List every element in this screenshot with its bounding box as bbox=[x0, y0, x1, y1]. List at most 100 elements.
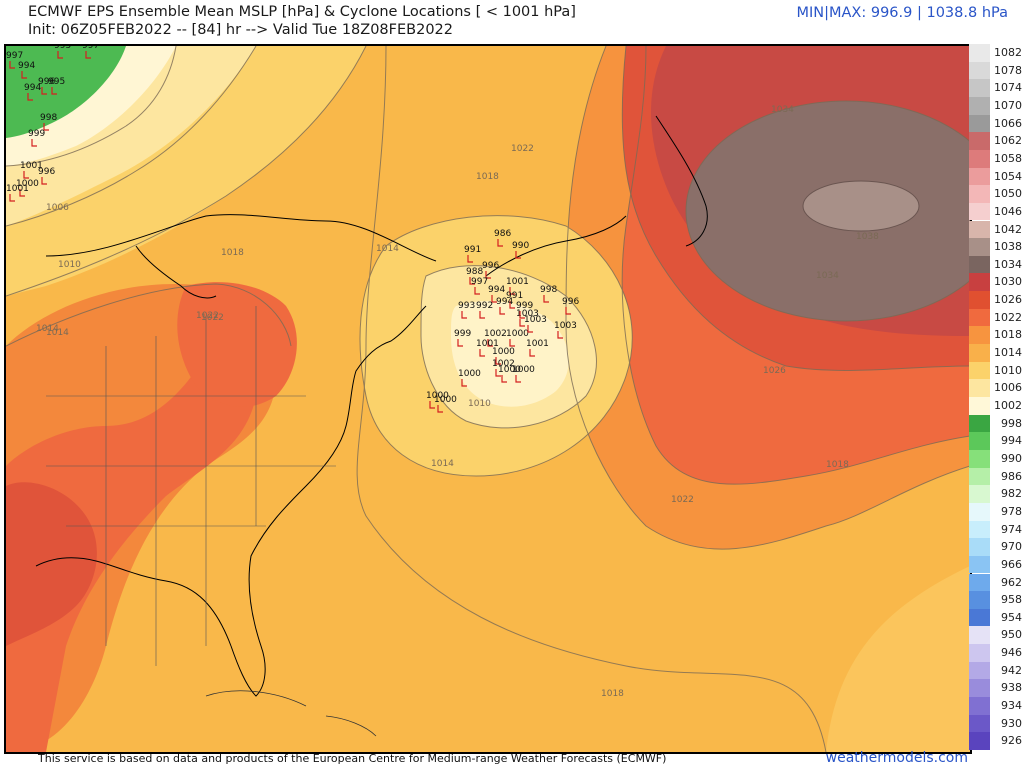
isobar-label: 1038 bbox=[856, 232, 879, 242]
colorbar-step: 1078 bbox=[969, 61, 1024, 80]
colorbar-step: 1082 bbox=[969, 44, 1024, 62]
cyclone-pressure-label: 1001 bbox=[526, 339, 549, 349]
field-se-1014 bbox=[826, 566, 970, 752]
cyclone-pressure-label: 1001 bbox=[476, 339, 499, 349]
colorbar-step: 938 bbox=[969, 679, 1024, 698]
colorbar-step: 1018 bbox=[969, 326, 1024, 345]
colorbar-label: 994 bbox=[1001, 434, 1022, 448]
colorbar-step: 1030 bbox=[969, 273, 1024, 292]
field-west-1022 bbox=[6, 346, 258, 752]
colorbar-step: 1006 bbox=[969, 379, 1024, 397]
cyclone-pressure-label: 1002 bbox=[484, 329, 507, 339]
cyclone-pressure-label: 991 bbox=[506, 291, 523, 301]
colorbar-step: 986 bbox=[969, 467, 1024, 486]
isobar-label: 1026 bbox=[763, 366, 786, 376]
cyclone-marker: 995 bbox=[48, 77, 65, 95]
colorbar-swatch bbox=[969, 308, 990, 327]
cyclone-marker: 1000 bbox=[506, 329, 529, 347]
cyclone-marker: 997 bbox=[82, 46, 99, 59]
cyclone-pressure-label: 1001 bbox=[6, 184, 29, 194]
colorbar-swatch bbox=[969, 626, 990, 645]
cyclone-marker: 1003 bbox=[524, 315, 547, 333]
cyclone-pressure-label: 994 bbox=[18, 61, 35, 71]
cyclone-marker: 986 bbox=[494, 229, 511, 247]
colorbar-swatch bbox=[969, 520, 990, 539]
site-link[interactable]: weathermodels.com bbox=[825, 750, 968, 766]
cyclone-marker: 1001 bbox=[506, 277, 529, 295]
colorbar-label: 978 bbox=[1001, 504, 1022, 518]
colorbar-swatch bbox=[969, 202, 990, 221]
colorbar-step: 942 bbox=[969, 661, 1024, 680]
colorbar-step: 1026 bbox=[969, 291, 1024, 309]
cyclone-marker: 1000 bbox=[434, 395, 457, 413]
colorbar-swatch bbox=[969, 132, 990, 150]
cyclone-l-icon bbox=[509, 287, 515, 295]
cyclone-pressure-label: 1001 bbox=[506, 277, 529, 287]
colorbar-swatch bbox=[969, 414, 990, 433]
coastline-gulf bbox=[35, 557, 232, 647]
colorbar-swatch bbox=[969, 714, 990, 733]
cyclone-l-icon bbox=[31, 139, 37, 147]
cyclone-pressure-label: 1002 bbox=[492, 359, 515, 369]
colorbar-label: 938 bbox=[1001, 681, 1022, 695]
cyclone-marker: 998 bbox=[40, 113, 57, 131]
pressure-map[interactable]: 1034 1038 1034 1026 1022 1022 1018 1018 1014 1014… bbox=[4, 44, 972, 754]
cyclone-pressure-label: 994 bbox=[496, 297, 513, 307]
coastline-maritimes bbox=[485, 215, 627, 277]
isobar-label: 1034 bbox=[771, 105, 794, 115]
cyclone-marker: 999 bbox=[28, 129, 45, 147]
cyclone-marker: 988 bbox=[466, 267, 483, 285]
colorbar-label: 1082 bbox=[994, 46, 1022, 59]
cyclone-pressure-label: 988 bbox=[466, 267, 483, 277]
isobar-label: 1018 bbox=[601, 689, 624, 699]
isobar-label: 1010 bbox=[58, 260, 81, 270]
colorbar-label: 1030 bbox=[994, 275, 1022, 289]
cyclone-pressure-label: 999 bbox=[516, 301, 533, 311]
colorbar-label: 990 bbox=[1001, 451, 1022, 465]
ecmwf-attribution: This service is based on data and produc… bbox=[38, 752, 667, 765]
cyclone-l-icon bbox=[467, 255, 473, 263]
colorbar-step: 994 bbox=[969, 432, 1024, 450]
cyclone-marker: 990 bbox=[512, 241, 529, 259]
cyclone-pressure-label: 1000 bbox=[458, 369, 481, 379]
cyclone-marker: 1001 bbox=[476, 339, 499, 357]
cyclone-marker: 993 bbox=[458, 301, 475, 319]
cyclone-pressure-label: 1000 bbox=[434, 395, 457, 405]
colorbar-step: 1070 bbox=[969, 96, 1024, 115]
isobar-label: 1018 bbox=[476, 172, 499, 182]
cyclone-pressure-label: 996 bbox=[38, 77, 55, 87]
cyclone-pressure-label: 1003 bbox=[554, 321, 577, 331]
field-1038 bbox=[802, 180, 920, 232]
colorbar-step: 958 bbox=[969, 591, 1024, 609]
colorbar-step: 1050 bbox=[969, 185, 1024, 203]
cyclone-l-icon bbox=[21, 71, 27, 79]
colorbar-swatch bbox=[969, 255, 990, 274]
colorbar-label: 1022 bbox=[994, 310, 1022, 324]
chart-title: ECMWF EPS Ensemble Mean MSLP [hPa] & Cyc… bbox=[28, 4, 576, 20]
isobar-label: 1022 bbox=[201, 313, 224, 323]
colorbar-swatch bbox=[969, 397, 990, 415]
colorbar-step: 954 bbox=[969, 608, 1024, 627]
cyclone-l-icon bbox=[557, 331, 563, 339]
cyclone-marker: 1000 bbox=[458, 369, 481, 387]
colorbar-step: 934 bbox=[969, 697, 1024, 715]
colorbar-label: 926 bbox=[1001, 734, 1022, 748]
cyclone-l-icon bbox=[461, 311, 467, 319]
colorbar-swatch bbox=[969, 96, 990, 115]
colorbar-label: 970 bbox=[1001, 540, 1022, 554]
colorbar-label: 1034 bbox=[994, 257, 1022, 271]
colorbar-label: 954 bbox=[1001, 610, 1022, 624]
colorbar-label: 950 bbox=[1001, 628, 1022, 642]
cyclone-marker: 998 bbox=[540, 285, 557, 303]
cyclone-marker: 1001 bbox=[526, 339, 549, 357]
cyclone-l-icon bbox=[509, 301, 515, 309]
cyclone-pressure-label: 1000 bbox=[492, 347, 515, 357]
init-valid-line: Init: 06Z05FEB2022 -- [84] hr --> Valid … bbox=[28, 22, 454, 38]
cyclone-pressure-label: 999 bbox=[28, 129, 45, 139]
field-sw-1026 bbox=[6, 482, 97, 646]
colorbar-label: 1070 bbox=[994, 98, 1022, 112]
border-us-canada bbox=[45, 214, 437, 262]
cyclone-marker: 1000 bbox=[512, 365, 535, 383]
isobar-label: 1010 bbox=[468, 399, 491, 409]
isobar-label: 1014 bbox=[376, 244, 399, 254]
